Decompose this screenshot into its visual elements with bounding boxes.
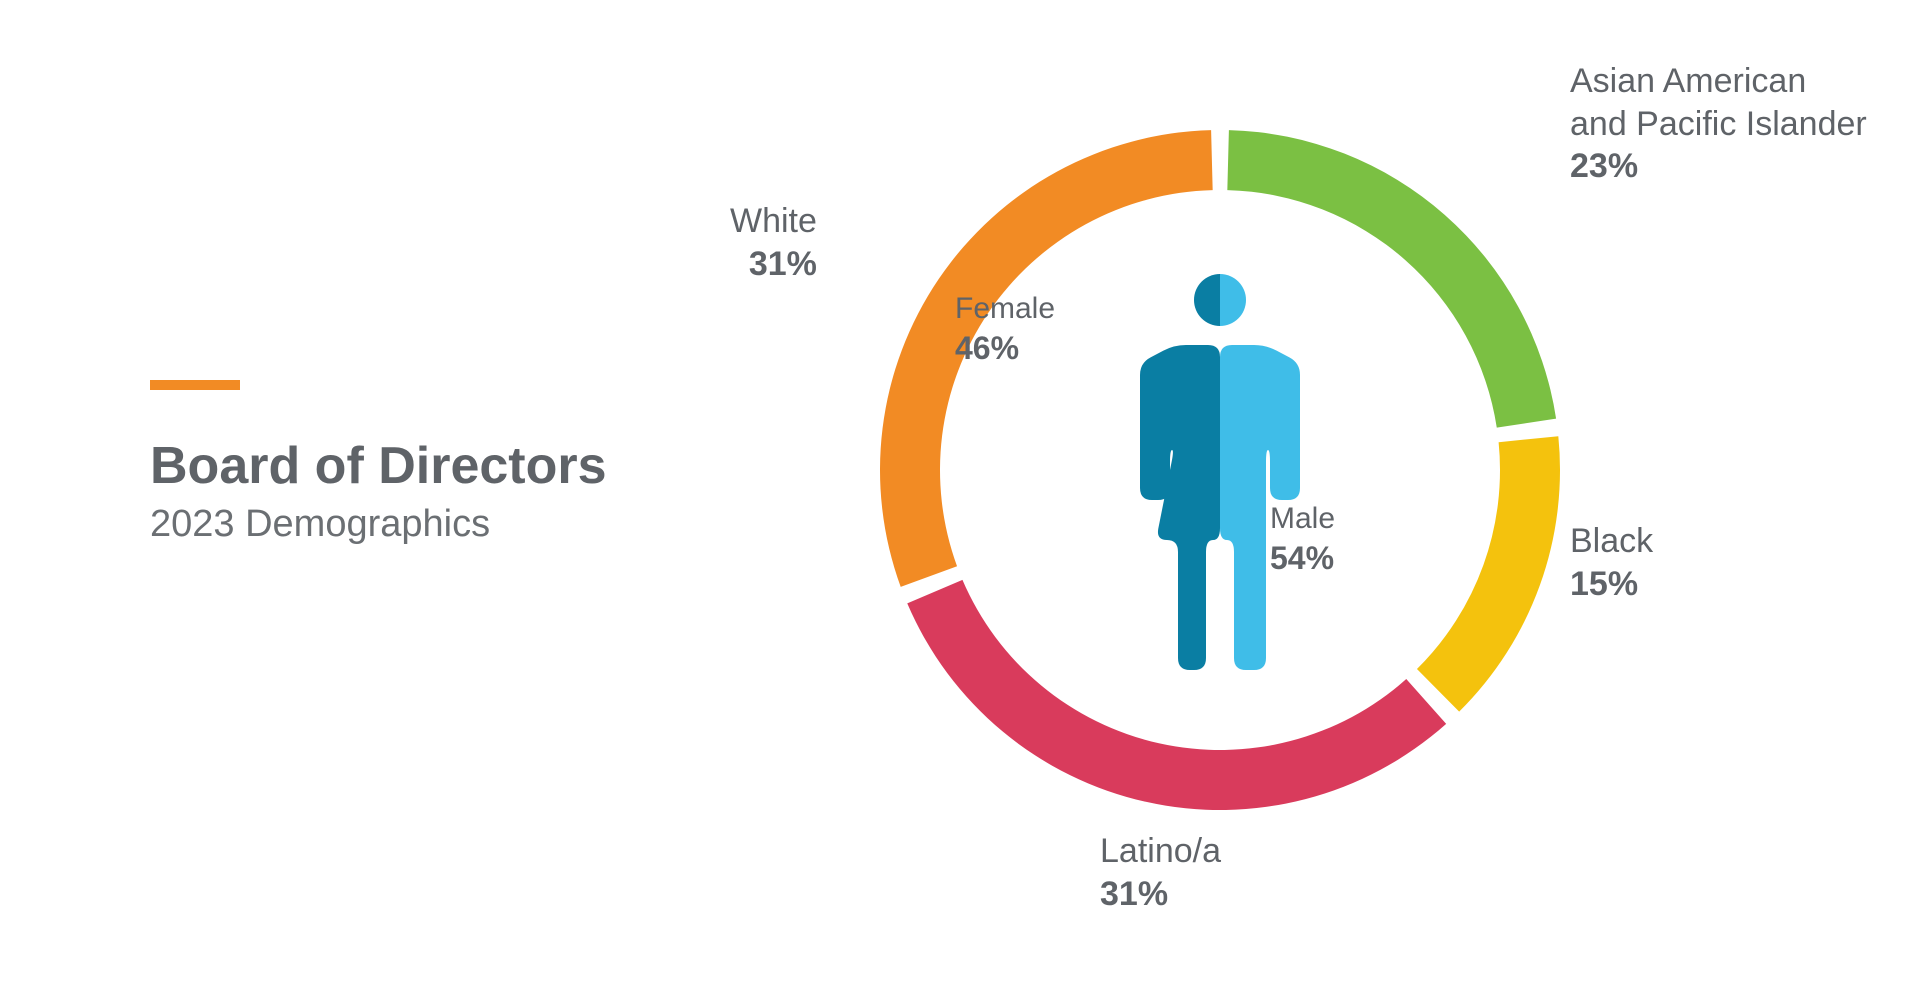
donut-slice-latino <box>907 580 1446 810</box>
slice-pct-white: 31% <box>730 243 817 286</box>
page-title: Board of Directors <box>150 438 607 495</box>
page: Board of Directors 2023 Demographics Asi… <box>0 0 1920 984</box>
person-body-left <box>1140 345 1220 670</box>
gender-female-pct: 46% <box>955 328 1055 368</box>
demographics-donut <box>820 70 1620 870</box>
slice-label-aapi: Asian American and Pacific Islander 23% <box>1570 60 1867 188</box>
gender-male-pct: 54% <box>1270 538 1335 578</box>
title-block: Board of Directors 2023 Demographics <box>150 380 607 546</box>
gender-female-name: Female <box>955 290 1055 328</box>
slice-label-latino-line1: Latino/a <box>1100 830 1221 873</box>
slice-pct-black: 15% <box>1570 563 1653 606</box>
slice-label-aapi-line2: and Pacific Islander <box>1570 103 1867 146</box>
slice-label-black: Black 15% <box>1570 520 1653 605</box>
slice-pct-aapi: 23% <box>1570 145 1867 188</box>
person-head-right <box>1220 274 1246 326</box>
slice-label-white-line1: White <box>730 200 817 243</box>
chart-area: Asian American and Pacific Islander 23% … <box>770 40 1870 940</box>
accent-bar <box>150 380 240 390</box>
slice-label-aapi-line1: Asian American <box>1570 60 1867 103</box>
person-head-left <box>1194 274 1220 326</box>
donut-slice-black <box>1417 436 1560 711</box>
gender-label-male: Male 54% <box>1270 500 1335 578</box>
gender-male-name: Male <box>1270 500 1335 538</box>
gender-person-icon <box>1140 274 1300 670</box>
slice-label-white: White 31% <box>730 200 817 285</box>
slice-label-latino: Latino/a 31% <box>1100 830 1221 915</box>
slice-label-black-line1: Black <box>1570 520 1653 563</box>
slice-pct-latino: 31% <box>1100 873 1221 916</box>
gender-label-female: Female 46% <box>955 290 1055 368</box>
page-subtitle: 2023 Demographics <box>150 503 607 546</box>
